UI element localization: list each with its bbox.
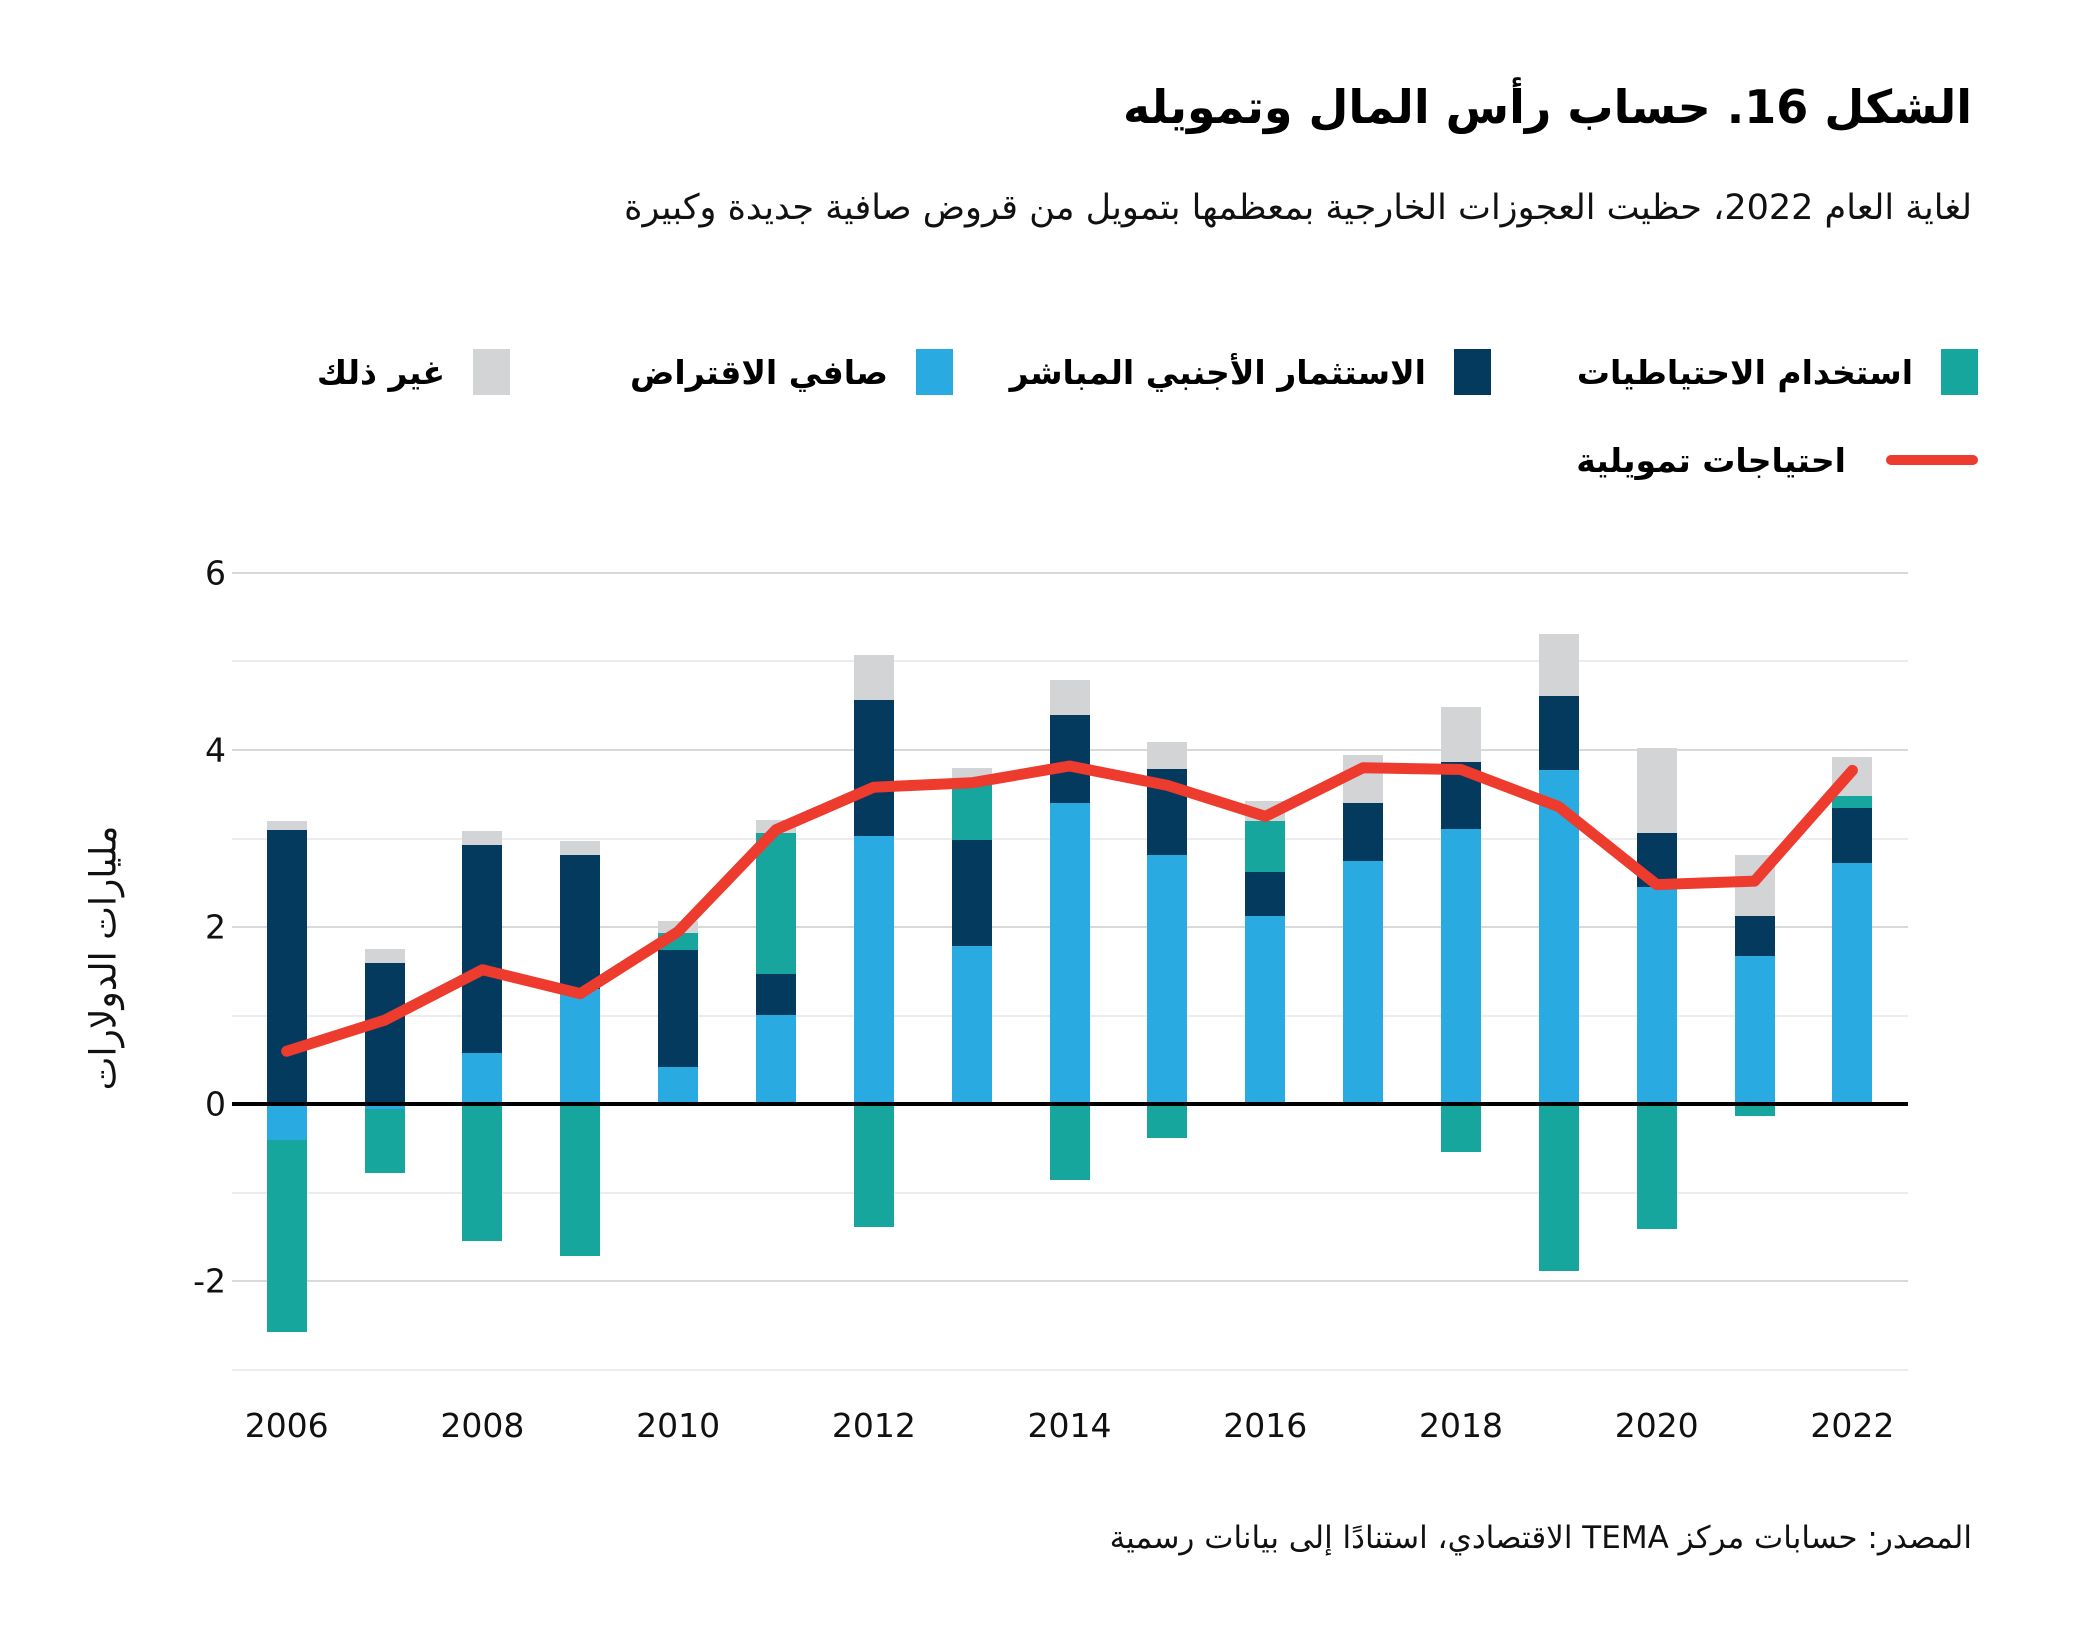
legend-label-borrowing: صافي الاقتراض [630, 352, 888, 392]
page-title: الشكل 16. حساب رأس المال وتمويله [1123, 80, 1972, 134]
legend-item-reserves: استخدام الاحتياطيات [1577, 348, 1978, 396]
bar-segment-fdi-2013 [951, 840, 992, 946]
bar-segment-fdi-2016 [1245, 872, 1286, 916]
bar-segment-reserves-2021 [1734, 1104, 1775, 1116]
bar-segment-fdi-2010 [658, 950, 699, 1068]
bar-segment-other-2008 [462, 830, 503, 845]
y-tick-label: 0 [205, 1084, 226, 1124]
financing-needs-polyline [281, 760, 1858, 1057]
bar-segment-borrowing-2014 [1049, 803, 1090, 1105]
x-tick-label: 2022 [1810, 1406, 1895, 1445]
bar-segment-fdi-2006 [266, 829, 307, 1105]
y-tick-label: 6 [205, 553, 226, 593]
x-tick-label: 2010 [636, 1406, 721, 1445]
x-tick-label: 2018 [1418, 1406, 1503, 1445]
bar-segment-borrowing-2013 [951, 945, 992, 1105]
bar-segment-other-2006 [266, 820, 307, 830]
bar-segment-fdi-2019 [1538, 695, 1579, 771]
bar-segment-reserves-2006 [266, 1139, 307, 1332]
bar-segment-other-2018 [1440, 706, 1481, 762]
bar-segment-fdi-2008 [462, 844, 503, 1053]
x-tick-label: 2008 [440, 1406, 525, 1445]
bar-segment-borrowing-2008 [462, 1052, 503, 1105]
y-axis-title: مليارات الدولارات [83, 825, 125, 1091]
gridline [232, 1191, 1908, 1194]
reserves-swatch-icon [1941, 349, 1978, 395]
gridline [232, 571, 1908, 574]
bar-segment-reserves-2011 [755, 833, 796, 975]
bar-segment-reserves-2018 [1440, 1104, 1481, 1153]
source-note: المصدر: حسابات مركز TEMA الاقتصادي، استن… [1109, 1520, 1972, 1556]
gridline [232, 660, 1908, 663]
bar-segment-other-2009 [560, 841, 601, 855]
bar-segment-reserves-2013 [951, 779, 992, 841]
bar-segment-other-2020 [1636, 748, 1677, 834]
bar-segment-fdi-2021 [1734, 915, 1775, 957]
bar-segment-borrowing-2011 [755, 1014, 796, 1105]
legend-item-borrowing: صافي الاقتراض [630, 348, 953, 396]
financing-needs-line-icon [1886, 455, 1978, 465]
bar-segment-other-2012 [853, 655, 894, 700]
legend-label-financing-needs: احتياجات تمويلية [1576, 440, 1846, 480]
bar-segment-fdi-2009 [560, 854, 601, 990]
chart-subtitle: لغاية العام 2022، حظيت العجوزات الخارجية… [624, 188, 1972, 228]
bar-segment-other-2014 [1049, 680, 1090, 715]
legend-label-reserves: استخدام الاحتياطيات [1576, 352, 1913, 392]
legend-label-fdi: الاستثمار الأجنبي المباشر [1009, 352, 1426, 392]
x-tick-label: 2020 [1614, 1406, 1699, 1445]
bar-segment-borrowing-2009 [560, 989, 601, 1105]
bar-segment-borrowing-2021 [1734, 956, 1775, 1105]
bar-segment-reserves-2012 [853, 1104, 894, 1227]
legend-item-fdi: الاستثمار الأجنبي المباشر [1010, 348, 1491, 396]
bar-segment-borrowing-2007 [364, 1104, 405, 1109]
fdi-swatch-icon [1454, 349, 1491, 395]
bar-segment-other-2015 [1147, 742, 1188, 769]
bar-segment-fdi-2022 [1832, 808, 1873, 864]
bar-segment-reserves-2022 [1832, 796, 1873, 809]
bar-segment-fdi-2014 [1049, 714, 1090, 804]
bar-segment-borrowing-2015 [1147, 854, 1188, 1105]
bar-segment-reserves-2007 [364, 1108, 405, 1174]
bar-segment-fdi-2011 [755, 974, 796, 1015]
gridline [232, 1369, 1908, 1371]
bar-segment-borrowing-2018 [1440, 828, 1481, 1105]
borrowing-swatch-icon [916, 349, 953, 395]
bar-segment-borrowing-2010 [658, 1067, 699, 1105]
legend-label-other: غير ذلك [316, 352, 445, 392]
financing-needs-line [281, 760, 1858, 1057]
legend-item-financing-needs: احتياجات تمويلية [1576, 432, 1978, 488]
bar-segment-borrowing-2006 [266, 1104, 307, 1140]
zero-axis-line [232, 1102, 1908, 1107]
bar-segment-reserves-2019 [1538, 1104, 1579, 1271]
bar-segment-fdi-2017 [1343, 803, 1384, 861]
x-tick-label: 2012 [831, 1406, 916, 1445]
legend-item-other: غير ذلك [317, 348, 510, 396]
bar-segment-reserves-2009 [560, 1104, 601, 1256]
bar-segment-other-2019 [1538, 633, 1579, 696]
bar-segment-reserves-2008 [462, 1104, 503, 1241]
y-tick-label: -2 [193, 1261, 226, 1301]
y-tick-label: 4 [205, 730, 226, 770]
bar-segment-reserves-2020 [1636, 1104, 1677, 1230]
y-tick-label: 2 [205, 907, 226, 947]
bar-segment-other-2007 [364, 949, 405, 963]
bar-segment-fdi-2012 [853, 699, 894, 836]
bar-segment-borrowing-2012 [853, 835, 894, 1105]
bar-segment-other-2013 [951, 767, 992, 780]
other-swatch-icon [473, 349, 510, 395]
bar-segment-borrowing-2017 [1343, 860, 1384, 1105]
x-tick-label: 2014 [1027, 1406, 1112, 1445]
x-tick-label: 2006 [244, 1406, 329, 1445]
gridline [232, 1280, 1908, 1283]
x-tick-label: 2016 [1223, 1406, 1308, 1445]
bar-segment-borrowing-2016 [1245, 915, 1286, 1105]
bar-segment-borrowing-2022 [1832, 863, 1873, 1105]
bar-segment-fdi-2007 [364, 962, 405, 1105]
bar-segment-reserves-2014 [1049, 1104, 1090, 1180]
bar-segment-borrowing-2019 [1538, 770, 1579, 1105]
bar-segment-reserves-2015 [1147, 1104, 1188, 1138]
plot-area [232, 556, 1908, 1402]
bar-segment-reserves-2016 [1245, 820, 1286, 873]
bar-segment-borrowing-2020 [1636, 887, 1677, 1105]
